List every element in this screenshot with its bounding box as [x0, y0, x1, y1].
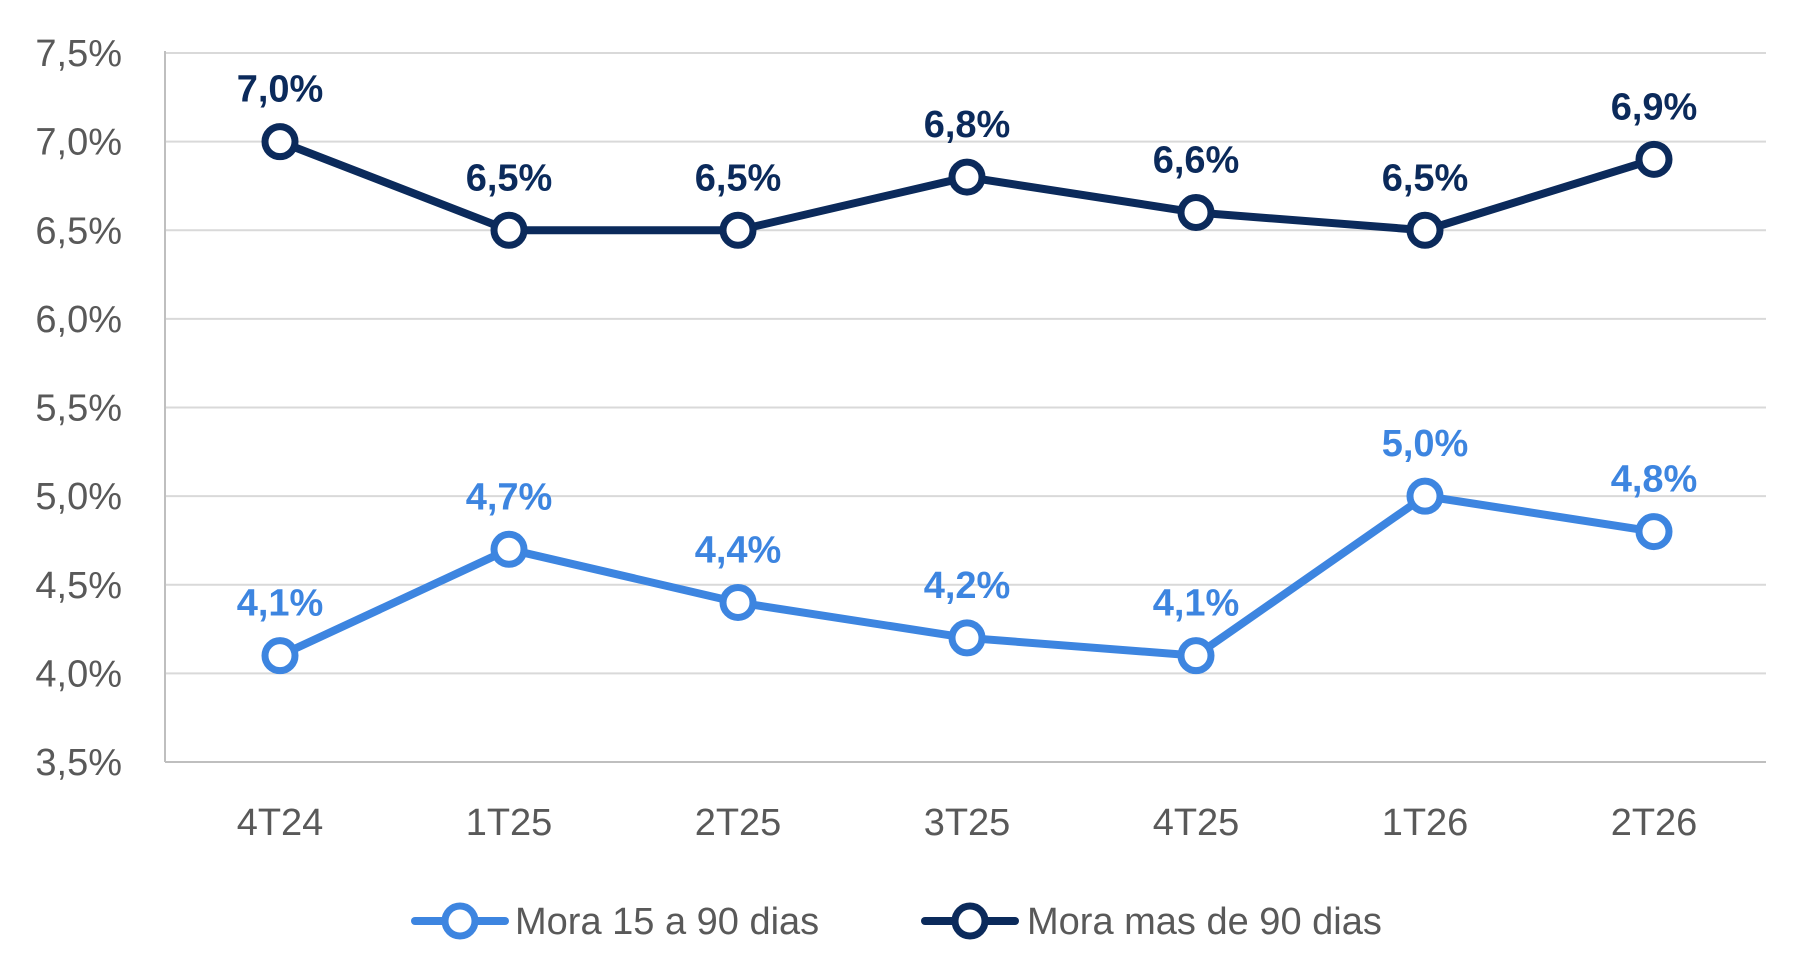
y-tick-label: 7,0%	[35, 122, 122, 164]
x-tick-label: 4T24	[237, 802, 324, 844]
data-point	[490, 211, 528, 249]
x-tick-label: 3T25	[924, 802, 1011, 844]
legend-item-2: Mora mas de 90 dias	[921, 901, 1382, 943]
legend-item-1: Mora 15 a 90 dias	[411, 901, 819, 943]
data-label: 4,4%	[695, 529, 782, 571]
x-tick-label: 4T25	[1153, 802, 1240, 844]
data-point	[1406, 477, 1444, 515]
y-tick-label: 4,5%	[35, 565, 122, 607]
y-tick-label: 5,0%	[35, 476, 122, 518]
x-tick-label: 2T25	[695, 802, 782, 844]
axes: 3,5% 4,0% 4,5% 5,0% 5,5% 6,0% 6,5% 7,0% 7,5% 4T24…	[35, 33, 1766, 844]
data-point	[948, 158, 986, 196]
data-label: 6,5%	[466, 157, 553, 199]
x-tick-label: 1T26	[1382, 802, 1469, 844]
y-tick-label: 3,5%	[35, 742, 122, 784]
legend-marker	[951, 902, 989, 940]
data-point	[1635, 140, 1673, 178]
data-point	[490, 530, 528, 568]
data-label: 6,8%	[924, 104, 1011, 146]
data-label: 5,0%	[1382, 423, 1469, 465]
y-tick-label: 7,5%	[35, 33, 122, 75]
data-point	[261, 637, 299, 675]
data-point	[261, 123, 299, 161]
series-layer	[261, 123, 1673, 675]
y-tick-label: 6,5%	[35, 210, 122, 252]
data-point	[948, 619, 986, 657]
x-tick-label: 1T25	[466, 802, 553, 844]
y-tick-label: 5,5%	[35, 388, 122, 430]
data-label: 4,1%	[237, 583, 324, 625]
data-label: 4,1%	[1153, 583, 1240, 625]
legend: Mora 15 a 90 dias Mora mas de 90 dias	[411, 901, 1382, 943]
data-point	[1406, 211, 1444, 249]
data-label: 6,5%	[695, 157, 782, 199]
data-label: 7,0%	[237, 69, 324, 111]
data-label: 4,7%	[466, 476, 553, 518]
data-point	[1177, 637, 1215, 675]
data-label: 6,9%	[1611, 86, 1698, 128]
data-label: 4,8%	[1611, 459, 1698, 501]
data-point	[1635, 513, 1673, 551]
y-tick-label: 4,0%	[35, 653, 122, 695]
data-label: 6,5%	[1382, 157, 1469, 199]
data-point	[1177, 194, 1215, 232]
data-point	[719, 211, 757, 249]
legend-marker	[441, 902, 479, 940]
legend-label: Mora 15 a 90 dias	[515, 901, 819, 943]
data-label: 6,6%	[1153, 140, 1240, 182]
legend-label: Mora mas de 90 dias	[1027, 901, 1382, 943]
data-label: 4,2%	[924, 565, 1011, 607]
data-labels: 4,1% 4,7% 4,4% 4,2% 4,1% 5,0% 4,8% 7,0% 6,5% 6,5%…	[237, 69, 1698, 625]
y-tick-label: 6,0%	[35, 299, 122, 341]
data-point	[719, 583, 757, 621]
x-tick-label: 2T26	[1611, 802, 1698, 844]
